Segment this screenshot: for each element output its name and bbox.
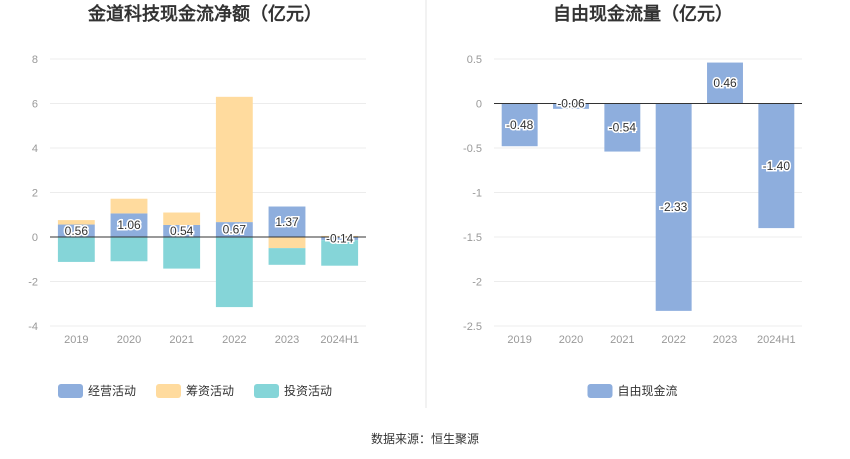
y-tick-label: -2 xyxy=(472,277,482,289)
bar-投资活动 xyxy=(163,237,201,269)
x-tick-label: 2024H1 xyxy=(757,334,796,346)
data-label: 0.56 xyxy=(65,224,89,238)
data-label: 0.54 xyxy=(170,224,194,238)
bar-筹资活动 xyxy=(215,96,253,223)
x-tick-label: 2019 xyxy=(507,334,531,346)
bar-自由现金流 xyxy=(501,103,538,147)
bar-自由现金流 xyxy=(758,103,795,229)
y-tick-label: 2 xyxy=(32,188,38,200)
x-tick-label: 2021 xyxy=(610,334,634,346)
y-tick-label: -0.5 xyxy=(463,143,482,155)
bars xyxy=(501,62,795,311)
legend-swatch xyxy=(254,384,279,398)
y-tick-label: -2 xyxy=(28,277,38,289)
x-tick-label: 2022 xyxy=(661,334,685,346)
cashflow-net-chart: 金道科技现金流净额（亿元） 8 6 4 2 0 -2 -4 2019 2020 2021 2022 2… xyxy=(28,3,366,398)
y-tick-label: -1.5 xyxy=(463,232,482,244)
bar-筹资活动 xyxy=(268,237,306,249)
axis: 0.5 0 -0.5 -1 -1.5 -2 -2.5 2019 2020 2021 2022 2023… xyxy=(463,54,802,346)
bar-自由现金流 xyxy=(604,103,641,152)
bar-筹资活动 xyxy=(321,235,359,237)
x-tick-label: 2023 xyxy=(713,334,737,346)
y-tick-label: 8 xyxy=(32,54,38,66)
data-label: -2.33 xyxy=(660,200,688,214)
data-labels: 0.56 1.06 0.54 0.67 1.37 -0.14 xyxy=(63,213,355,247)
legend-label: 筹资活动 xyxy=(186,384,234,398)
grid xyxy=(50,58,366,327)
data-label: -1.40 xyxy=(763,159,791,173)
axis: 8 6 4 2 0 -2 -4 2019 2020 2021 2022 2023 2024H1 xyxy=(28,54,366,346)
data-label: 1.06 xyxy=(117,218,141,232)
data-label: -0.54 xyxy=(609,121,637,135)
y-tick-label: 6 xyxy=(32,99,38,111)
data-label: -0.48 xyxy=(506,118,534,132)
legend-swatch xyxy=(58,384,83,398)
data-label: -0.14 xyxy=(326,232,354,246)
bars xyxy=(57,96,359,308)
bar-投资活动 xyxy=(268,248,306,265)
legend-label: 经营活动 xyxy=(88,384,136,398)
chart-title: 金道科技现金流净额（亿元） xyxy=(87,3,322,25)
bar-经营活动 xyxy=(57,224,95,237)
legend: 自由现金流 xyxy=(587,383,678,398)
bar-投资活动 xyxy=(321,240,359,266)
legend-label: 自由现金流 xyxy=(618,383,678,398)
grid xyxy=(494,58,802,327)
bar-经营活动 xyxy=(215,222,253,237)
legend-swatch xyxy=(156,384,181,398)
data-label: -0.06 xyxy=(557,97,585,111)
x-tick-label: 2024H1 xyxy=(320,334,359,346)
data-label: 1.37 xyxy=(275,215,299,229)
x-tick-label: 2021 xyxy=(169,334,193,346)
legend-swatch xyxy=(587,384,613,398)
x-tick-label: 2020 xyxy=(559,334,583,346)
bar-投资活动 xyxy=(110,237,148,262)
y-tick-label: -4 xyxy=(28,321,38,333)
bar-经营活动 xyxy=(163,224,201,237)
bar-投资活动 xyxy=(215,237,253,308)
chart-title: 自由现金流量（亿元） xyxy=(553,3,733,25)
data-labels: -0.48 -0.06 -0.54 -2.33 0.46 -1.40 xyxy=(504,75,791,216)
y-tick-label: 0 xyxy=(476,99,482,111)
legend: 经营活动 筹资活动 投资活动 xyxy=(58,383,332,398)
bar-经营活动 xyxy=(110,213,148,237)
bar-自由现金流 xyxy=(553,103,589,109)
y-tick-label: -1 xyxy=(472,188,482,200)
y-tick-label: 0 xyxy=(32,232,38,244)
x-tick-label: 2019 xyxy=(64,334,88,346)
bar-投资活动 xyxy=(57,237,95,262)
y-tick-label: 0.5 xyxy=(467,54,482,66)
x-tick-label: 2022 xyxy=(222,334,246,346)
bar-自由现金流 xyxy=(655,103,692,311)
source-note: 数据来源：恒生聚源 xyxy=(371,431,479,446)
data-label: 0.46 xyxy=(713,76,737,90)
bar-经营活动 xyxy=(321,237,359,241)
bar-筹资活动 xyxy=(163,212,201,225)
bar-自由现金流 xyxy=(707,62,743,104)
y-tick-label: -2.5 xyxy=(463,321,482,333)
y-tick-label: 4 xyxy=(32,143,38,155)
legend-label: 投资活动 xyxy=(284,383,332,398)
data-label: 0.67 xyxy=(223,223,247,237)
bar-筹资活动 xyxy=(110,198,148,214)
x-tick-label: 2020 xyxy=(117,334,141,346)
free-cashflow-chart: 自由现金流量（亿元） 0.5 0 -0.5 -1 -1.5 -2 -2.5 2019 2020 2… xyxy=(463,3,802,398)
x-tick-label: 2023 xyxy=(275,334,299,346)
bar-筹资活动 xyxy=(57,220,95,225)
bar-经营活动 xyxy=(268,206,306,237)
